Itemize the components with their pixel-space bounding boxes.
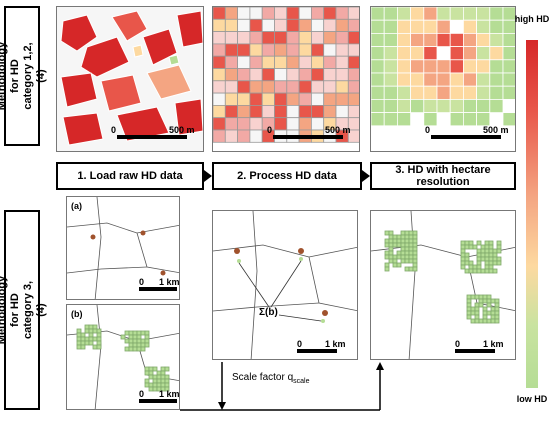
hectare-hd-heatmap <box>371 7 515 127</box>
points-map-a-lines <box>67 197 179 299</box>
step-process-label: 2. Process HD data <box>237 170 337 182</box>
sum-scale-label: 1 km <box>325 339 346 349</box>
bottom-scalebar-b <box>139 399 177 403</box>
legend-colorbar <box>526 40 538 388</box>
hectare-hd-map: 0 500 m <box>370 6 516 152</box>
sum-scale-zero: 0 <box>297 339 303 349</box>
bottom-scale-zero-b: 0 <box>139 389 145 399</box>
top-scale-label-1: 500 m <box>169 125 195 135</box>
side-label-bottom-text: Methodology for HD category 3,(4) <box>0 275 47 345</box>
top-scalebar-2 <box>273 135 343 139</box>
step-hectare: 3. HD with hectare resolution <box>370 162 516 190</box>
sum-scalebar <box>297 349 337 353</box>
legend-low: low HD <box>516 394 548 404</box>
top-scale-zero-1: 0 <box>111 125 117 135</box>
clusters-map-b-lines <box>67 305 179 409</box>
top-scale-label-3: 500 m <box>483 125 509 135</box>
step-load-raw: 1. Load raw HD data <box>56 162 204 190</box>
top-scale-label-2: 500 m <box>325 125 351 135</box>
top-scale-zero-3: 0 <box>425 125 431 135</box>
result-scalebar <box>455 349 495 353</box>
points-map-a: (a) 0 1 km <box>66 196 180 300</box>
step-arrows <box>204 170 370 182</box>
result-map: 0 1 km <box>370 210 516 360</box>
panel-letter-b: (b) <box>71 309 83 319</box>
top-scale-zero-2: 0 <box>267 125 273 135</box>
step-hectare-label: 3. HD with hectare resolution <box>395 164 491 188</box>
bottom-scalebar-a <box>139 287 177 291</box>
result-scale-zero: 0 <box>455 339 461 349</box>
processed-hd-grid <box>213 7 359 143</box>
bottom-scale-label-b: 1 km <box>159 389 180 399</box>
legend-high: high HD <box>514 14 550 24</box>
bottom-scale-zero-a: 0 <box>139 277 145 287</box>
scale-factor-text: Scale factor q <box>232 372 294 383</box>
scale-factor-subscript: scale <box>293 378 310 385</box>
step-load-raw-label: 1. Load raw HD data <box>77 170 183 182</box>
side-label-bottom: Methodology for HD category 3,(4) <box>0 210 47 410</box>
top-scalebar-3 <box>431 135 501 139</box>
processed-hd-map: 0 500 m <box>212 6 360 152</box>
raw-hd-map: 0 500 m <box>56 6 204 152</box>
sum-map-lines <box>213 211 357 359</box>
result-scale-label: 1 km <box>483 339 504 349</box>
result-map-lines <box>371 211 515 359</box>
clusters-map-b: (b) 0 1 km <box>66 304 180 410</box>
panel-letter-a: (a) <box>71 201 82 211</box>
top-scalebar-1 <box>117 135 187 139</box>
sum-map: Σ(b) 0 1 km <box>212 210 358 360</box>
side-label-top-text: Methodology for HD category 1,2,(4) <box>0 41 47 111</box>
raw-hd-polygons <box>57 7 203 151</box>
bottom-scale-label-a: 1 km <box>159 277 180 287</box>
side-label-top: Methodology for HD category 1,2,(4) <box>0 6 47 146</box>
scale-factor-label: Scale factor qscale <box>232 372 310 385</box>
step-process: 2. Process HD data <box>212 162 362 190</box>
sum-label: Σ(b) <box>259 307 278 318</box>
